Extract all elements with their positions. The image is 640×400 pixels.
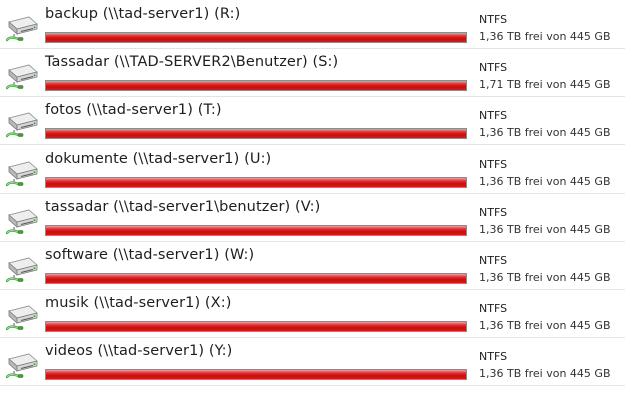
drive-name: software (\\tad-server1) (W:) [45, 247, 255, 263]
drive-filesystem: NTFS [479, 157, 508, 171]
drive-filesystem: NTFS [479, 302, 508, 316]
drive-item-2[interactable]: fotos (\\tad-server1) (T:) NTFS 1,36 TB … [0, 97, 625, 146]
drive-name: musik (\\tad-server1) (X:) [45, 295, 232, 312]
drive-free-space: 1,36 TB frei von 445 GB [479, 367, 611, 381]
drive-free-space: 1,71 TB frei von 445 GB [479, 78, 611, 92]
network-drive-icon [6, 161, 38, 186]
drive-item-6[interactable]: musik (\\tad-server1) (X:) NTFS 1,36 TB … [0, 290, 625, 339]
drive-name: fotos (\\tad-server1) (T:) [45, 102, 222, 119]
drive-item-4[interactable]: tassadar (\\tad-server1\benutzer) (V:) N… [0, 194, 625, 242]
drive-usage-bar [45, 369, 467, 381]
drive-filesystem: NTFS [479, 254, 508, 267]
drive-usage-bar-fill [46, 274, 466, 283]
drive-name: backup (\\tad-server1) (R:) [45, 6, 241, 22]
drive-usage-bar-fill [46, 370, 466, 380]
network-drive-icon [6, 64, 38, 90]
drive-usage-bar [45, 128, 467, 140]
drive-filesystem: NTFS [479, 350, 508, 364]
drive-name: videos (\\tad-server1) (Y:) [45, 343, 233, 360]
drive-usage-bar [45, 32, 467, 43]
drive-name: dokumente (\\tad-server1) (U:) [45, 150, 272, 167]
network-drive-icon [6, 112, 38, 138]
drive-item-7[interactable]: videos (\\tad-server1) (Y:) NTFS 1,36 TB… [0, 338, 625, 387]
drive-usage-bar-fill [46, 225, 466, 235]
drive-usage-bar [45, 321, 467, 333]
drive-item-0[interactable]: backup (\\tad-server1) (R:) NTFS 1,36 TB… [0, 1, 625, 49]
drive-usage-bar-fill [46, 33, 466, 42]
drive-filesystem: NTFS [479, 205, 508, 219]
drive-name: tassadar (\\tad-server1\benutzer) (V:) [45, 198, 321, 215]
drive-free-space: 1,36 TB frei von 445 GB [479, 30, 611, 43]
network-drive-icon [6, 353, 38, 379]
network-drive-icon [6, 16, 38, 42]
drive-free-space: 1,36 TB frei von 445 GB [479, 271, 611, 284]
drive-usage-bar-fill [46, 81, 466, 91]
network-drive-icon [6, 257, 38, 283]
drive-free-space: 1,36 TB frei von 445 GB [479, 174, 611, 188]
drive-usage-bar [45, 80, 467, 92]
drive-item-1[interactable]: Tassadar (\\TAD-SERVER2\Benutzer) (S:) N… [0, 49, 625, 98]
drive-usage-bar-fill [46, 177, 466, 187]
network-drive-icon [6, 209, 38, 234]
drive-item-5[interactable]: software (\\tad-server1) (W:) NTFS 1,36 … [0, 242, 625, 290]
drive-name: Tassadar (\\TAD-SERVER2\Benutzer) (S:) [45, 54, 339, 71]
drive-usage-bar [45, 224, 467, 236]
drive-free-space: 1,36 TB frei von 445 GB [479, 126, 611, 140]
drive-filesystem: NTFS [479, 61, 508, 75]
drive-usage-bar-fill [46, 129, 466, 139]
drive-free-space: 1,36 TB frei von 445 GB [479, 222, 611, 236]
drive-filesystem: NTFS [479, 109, 508, 123]
drive-free-space: 1,36 TB frei von 445 GB [479, 319, 611, 333]
drive-usage-bar-fill [46, 322, 466, 332]
network-drive-icon [6, 305, 38, 331]
drive-item-3[interactable]: dokumente (\\tad-server1) (U:) NTFS 1,36… [0, 146, 625, 194]
drive-usage-bar [45, 273, 467, 284]
drive-filesystem: NTFS [479, 13, 508, 26]
drive-usage-bar [45, 176, 467, 188]
